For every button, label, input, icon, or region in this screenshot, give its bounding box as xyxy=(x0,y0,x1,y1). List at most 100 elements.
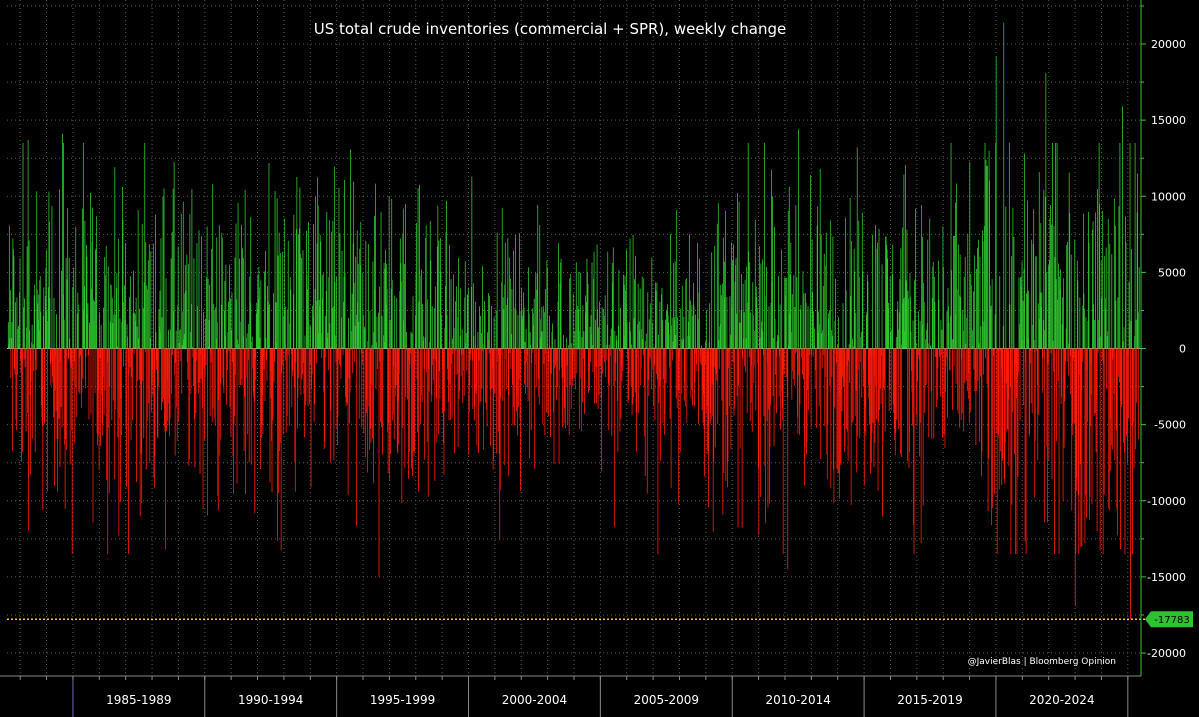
bar xyxy=(404,348,406,469)
bar xyxy=(857,348,859,437)
bar xyxy=(364,328,366,349)
bar xyxy=(35,348,37,361)
bar xyxy=(1020,276,1022,349)
bar xyxy=(823,253,825,349)
bar xyxy=(885,236,887,349)
bar xyxy=(563,348,565,424)
bar xyxy=(604,348,606,363)
bar xyxy=(522,309,524,349)
bar xyxy=(830,348,832,489)
bar xyxy=(766,348,768,422)
bar xyxy=(432,348,434,381)
bar xyxy=(503,309,505,349)
bar xyxy=(102,348,104,436)
bar xyxy=(61,348,63,428)
bar xyxy=(564,348,566,408)
bar xyxy=(55,348,57,412)
bar xyxy=(881,264,883,349)
bar xyxy=(540,331,542,349)
bar xyxy=(502,297,504,349)
bar xyxy=(786,277,788,349)
bar xyxy=(405,331,407,349)
bar xyxy=(878,348,879,422)
bar xyxy=(22,142,24,349)
bar xyxy=(190,348,192,394)
bar xyxy=(100,324,102,349)
bar xyxy=(879,348,881,389)
bar xyxy=(764,142,765,349)
bar xyxy=(362,272,364,349)
bar xyxy=(567,348,569,350)
bar xyxy=(423,336,425,349)
bar xyxy=(353,282,355,349)
bar xyxy=(846,348,847,430)
bar xyxy=(488,348,490,354)
bar xyxy=(147,260,149,349)
bar xyxy=(85,348,87,357)
bar xyxy=(592,345,593,349)
bar xyxy=(181,345,183,349)
bar xyxy=(886,249,888,349)
bar xyxy=(236,348,238,484)
bar xyxy=(970,285,972,349)
bar xyxy=(772,196,773,349)
bar xyxy=(948,306,949,349)
bar xyxy=(920,348,922,423)
bar xyxy=(189,332,191,349)
bar xyxy=(510,348,512,369)
bar xyxy=(944,348,945,350)
bar xyxy=(1056,348,1057,442)
bar xyxy=(155,348,157,370)
bar xyxy=(960,348,962,421)
bar xyxy=(254,348,256,359)
bar xyxy=(1001,348,1003,485)
bar xyxy=(581,336,583,349)
bar xyxy=(557,348,558,388)
bar xyxy=(547,348,549,417)
bar xyxy=(882,348,884,442)
bar xyxy=(103,307,105,349)
bar xyxy=(665,348,667,384)
bar xyxy=(803,348,804,380)
bar xyxy=(947,348,948,418)
bar xyxy=(418,348,419,492)
bar xyxy=(995,142,997,349)
bar xyxy=(798,348,800,376)
bar xyxy=(226,348,228,354)
bar xyxy=(1078,348,1080,555)
bar xyxy=(332,306,334,349)
bar xyxy=(753,348,755,366)
bar xyxy=(640,348,642,369)
bar xyxy=(683,348,685,401)
bar xyxy=(664,348,666,415)
bar xyxy=(79,348,81,356)
bar xyxy=(1093,304,1094,349)
bar xyxy=(790,332,792,349)
bar xyxy=(178,342,180,349)
bar xyxy=(467,294,469,349)
bar xyxy=(320,241,322,349)
bar xyxy=(605,348,607,361)
bar xyxy=(593,251,595,349)
bar xyxy=(827,348,829,425)
bar xyxy=(784,295,786,349)
bar xyxy=(973,348,975,370)
bar xyxy=(1015,348,1016,555)
bar xyxy=(382,348,383,455)
bar xyxy=(540,337,542,349)
bar xyxy=(1097,189,1098,349)
bar xyxy=(773,348,775,446)
bar xyxy=(210,348,212,354)
bar xyxy=(926,329,928,349)
bar xyxy=(664,348,665,435)
bar xyxy=(369,310,371,349)
bar xyxy=(344,272,346,349)
bar xyxy=(841,348,843,412)
bar xyxy=(267,301,269,349)
bar xyxy=(966,348,968,391)
bar xyxy=(505,348,507,360)
bar xyxy=(661,294,662,349)
bar xyxy=(649,303,651,349)
bar xyxy=(598,348,600,395)
bar xyxy=(176,348,178,441)
